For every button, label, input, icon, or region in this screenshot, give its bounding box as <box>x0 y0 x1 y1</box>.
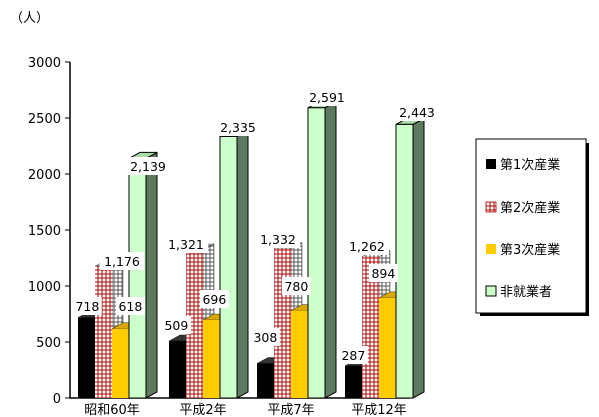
data-label: 1,262 <box>349 239 385 254</box>
data-label-bg <box>369 264 398 282</box>
legend-swatch-series-1 <box>486 159 496 169</box>
y-tick-label: 2000 <box>28 168 61 183</box>
legend-swatch-series-2 <box>485 201 497 213</box>
y-tick-label: 2500 <box>28 112 61 127</box>
bar <box>257 363 274 398</box>
data-label: 2,443 <box>399 105 435 120</box>
x-tick-label: 平成7年 <box>267 403 314 417</box>
data-label-bg <box>73 297 102 315</box>
y-tick-label: 1000 <box>28 280 61 295</box>
x-tick-label: 平成2年 <box>179 403 226 417</box>
data-label: 509 <box>164 318 188 333</box>
data-labels: 718 1,176 618 2,139 509 1,321 696 2,335 308 1,332… <box>73 88 439 364</box>
bar <box>112 328 129 398</box>
data-label: 696 <box>202 292 226 307</box>
legend-label-series-2: 第2次産業 <box>500 200 560 216</box>
legend-label-series-3: 第3次産業 <box>500 242 560 258</box>
bar-side <box>236 129 249 399</box>
data-label-bg <box>216 118 260 136</box>
bar <box>345 365 362 398</box>
x-tick-label: 昭和60年 <box>84 403 140 417</box>
bar <box>186 250 203 398</box>
bar <box>395 123 414 399</box>
data-label: 2,591 <box>309 90 345 105</box>
data-label: 287 <box>341 348 365 363</box>
legend-label-series-1: 第1次産業 <box>500 157 560 173</box>
unit-label: （人） <box>10 11 49 26</box>
bar <box>219 135 238 399</box>
bar-side <box>145 151 158 399</box>
bar <box>128 157 147 399</box>
data-label: 618 <box>118 299 142 314</box>
legend-shadow-bottom <box>480 313 589 316</box>
data-label: 1,332 <box>260 232 296 247</box>
bar <box>78 317 95 398</box>
data-label: 894 <box>371 266 395 281</box>
data-label-bg <box>256 230 300 248</box>
data-label-bg <box>251 328 280 346</box>
data-label-bg <box>126 157 170 175</box>
data-label: 780 <box>284 279 308 294</box>
data-label-bg <box>305 88 349 106</box>
data-label-bg <box>116 297 145 315</box>
data-label-bg <box>200 290 229 308</box>
y-tick-label: 3000 <box>28 56 61 71</box>
data-label: 308 <box>253 330 277 345</box>
bar <box>169 340 186 398</box>
y-tick-label: 1500 <box>28 224 61 239</box>
data-label-bg <box>339 346 368 364</box>
legend-swatch-series-4 <box>485 285 497 297</box>
data-label-bg <box>164 235 208 253</box>
data-label-bg <box>162 316 191 334</box>
y-tick-label: 0 <box>53 392 61 407</box>
bar <box>274 248 291 398</box>
data-label-bg <box>345 237 389 255</box>
data-label: 2,335 <box>220 120 256 135</box>
legend-label-series-4: 非就業者 <box>500 284 552 300</box>
legend: 第1次産業 第2次産業 第3次産業 非就業者 <box>475 138 589 316</box>
y-tick-label: 500 <box>36 336 61 351</box>
bar <box>203 320 220 398</box>
data-label-bg <box>282 277 311 295</box>
data-label: 2,139 <box>130 159 166 174</box>
bar <box>379 297 396 398</box>
bars <box>77 100 425 399</box>
bar <box>95 266 112 398</box>
data-label: 718 <box>75 299 99 314</box>
bar-side <box>412 117 425 399</box>
legend-swatch-series-3 <box>486 244 496 254</box>
y-axis: 0 500 1000 1500 2000 2500 3000 昭和60年 平成2年 平成7年 平成1… <box>28 56 410 417</box>
data-label: 1,176 <box>104 254 140 269</box>
bar <box>307 107 326 399</box>
bar-side <box>324 100 337 399</box>
data-label: 1,321 <box>168 237 204 252</box>
x-tick-label: 平成12年 <box>351 403 407 417</box>
data-label-bg <box>100 252 144 270</box>
bar <box>291 310 308 398</box>
legend-shadow-right <box>586 143 589 316</box>
data-label-bg <box>395 103 439 121</box>
